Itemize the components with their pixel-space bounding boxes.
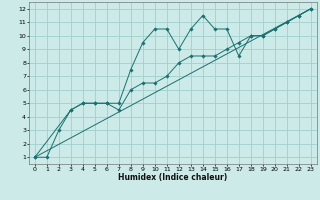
X-axis label: Humidex (Indice chaleur): Humidex (Indice chaleur)	[118, 173, 228, 182]
